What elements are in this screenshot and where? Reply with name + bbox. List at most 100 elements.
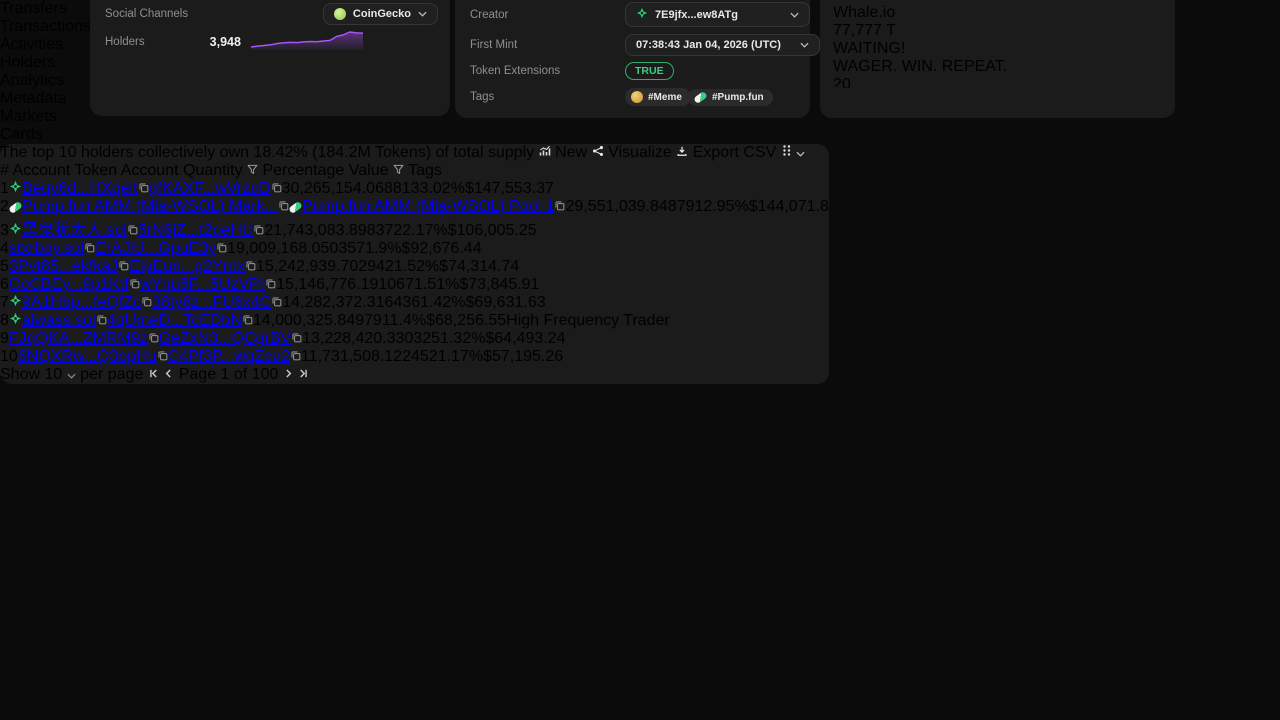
token-account-link[interactable]: Pump.fun AMM (Mia-WSOL) Pool 1 — [301, 198, 555, 215]
copy-icon[interactable] — [96, 312, 107, 329]
tab-markets[interactable]: Markets — [0, 108, 57, 125]
holders-panel: The top 10 holders collectively own 18.4… — [0, 144, 829, 384]
account-link[interactable]: Beqv6d...HXqeit — [21, 180, 138, 197]
token-account-link-cell: 38ty8z...FU6x4C — [152, 294, 282, 311]
holders-chart-icon[interactable] — [539, 144, 555, 161]
first-mint-value: 07:38:43 Jan 04, 2026 (UTC) — [636, 38, 781, 51]
copy-icon[interactable] — [141, 294, 152, 311]
holder-quantity: 15,242,939.702942 — [255, 258, 394, 275]
token-account-link[interactable]: wYnu5F...5UzVPr — [139, 276, 266, 293]
first-mint-select[interactable]: 07:38:43 Jan 04, 2026 (UTC) — [625, 33, 820, 56]
account-link[interactable]: CoCBEy...9p1Ktf — [8, 276, 129, 293]
copy-icon[interactable] — [118, 258, 129, 275]
copy-icon[interactable] — [129, 276, 140, 293]
banner-tagline: WAGER. WIN. REPEAT. — [833, 58, 1008, 75]
token-account-link[interactable]: GeZxN3...QCgrBV — [158, 330, 292, 347]
account-link[interactable]: 3Pvt85...ekfkaJ — [8, 258, 119, 275]
token-account-link-cell: gfKAXF...wVrzuD — [149, 180, 282, 197]
first-page-button[interactable] — [148, 366, 159, 383]
account-link[interactable]: stxrboy.sol — [8, 240, 85, 257]
copy-icon[interactable] — [245, 258, 256, 275]
copy-icon[interactable] — [148, 330, 159, 347]
token-account-link[interactable]: EipEun...g2Yrnx — [129, 258, 245, 275]
account-link[interactable]: 9A1Hbp...feQfZc — [21, 294, 142, 311]
table-row: 53Pvt85...ekfkaJ EipEun...g2Yrnx 15,242,93… — [0, 258, 829, 276]
account-link-cell: 3Pvt85...ekfkaJ — [9, 258, 129, 275]
tab-analytics[interactable]: Analytics — [0, 72, 65, 89]
copy-icon[interactable] — [84, 240, 95, 257]
holder-percentage: 1.32% — [440, 330, 486, 347]
copy-icon[interactable] — [278, 198, 289, 215]
holder-percentage: 1.42% — [420, 294, 466, 311]
account-link[interactable]: 黑鬼犹太人.sol — [21, 222, 127, 239]
tab-holders[interactable]: Holders — [0, 54, 56, 71]
grid-dots-icon — [783, 145, 790, 156]
whale-io-ad-banner[interactable]: Whale.io 77,777 T WAITING! WAGER. WIN. R… — [833, 4, 1080, 88]
copy-icon[interactable] — [271, 294, 282, 311]
token-account-link[interactable]: 4qUmeD...TcEDbN — [106, 312, 242, 329]
first-mint-label: First Mint — [470, 38, 518, 51]
page-info: Page 1 of 100 — [178, 366, 279, 383]
copy-icon[interactable] — [157, 348, 168, 365]
copy-icon[interactable] — [265, 276, 276, 293]
holder-rank: 6 — [0, 276, 9, 293]
tab-activities[interactable]: Activities — [0, 36, 64, 53]
filter-icon[interactable] — [393, 162, 404, 179]
holder-percentage: 1.17% — [437, 348, 484, 365]
copy-icon[interactable] — [253, 222, 264, 239]
copy-icon[interactable] — [271, 180, 282, 197]
token-account-link[interactable]: C4Pf3P...wqZcu2 — [167, 348, 290, 365]
table-row: 7 9A1Hbp...feQfZc 38ty8z...FU6x4C 14,282,37… — [0, 294, 829, 312]
holder-rank: 5 — [0, 258, 9, 275]
header-value: Value — [349, 162, 408, 179]
token-account-link[interactable]: 38ty8z...FU6x4C — [152, 294, 272, 311]
export-csv-button[interactable]: Export CSV — [676, 144, 781, 161]
tab-transactions[interactable]: Transactions — [0, 18, 91, 35]
social-channel-select[interactable]: CoinGecko — [322, 3, 438, 25]
creator-select[interactable]: 7E9jfx...ew8ATg — [625, 2, 810, 27]
copy-icon[interactable] — [242, 312, 253, 329]
account-link-cell: Beqv6d...HXqeit — [9, 180, 149, 197]
copy-icon[interactable] — [554, 198, 565, 215]
copy-icon[interactable] — [216, 240, 227, 257]
column-settings-button[interactable] — [781, 144, 805, 161]
holders-summary-text: The top 10 holders collectively own 18.4… — [0, 144, 535, 161]
account-link[interactable]: aiwass.sol — [21, 312, 96, 329]
token-account-link[interactable]: 5rN6jZ...t2oeHU — [137, 222, 254, 239]
holder-value: $57,195.26 — [483, 348, 564, 365]
holder-rank: 2 — [0, 198, 9, 215]
account-link-cell: 9A1Hbp...feQfZc — [9, 294, 152, 311]
header-tags: Tags — [408, 162, 442, 179]
prev-page-button[interactable] — [163, 366, 174, 383]
account-link[interactable]: 6NQXRw...Q3opHu — [17, 348, 157, 365]
tab-transfers[interactable]: Transfers — [0, 0, 67, 17]
copy-icon[interactable] — [127, 222, 138, 239]
show-label: Show — [0, 366, 41, 383]
page-size-select[interactable]: 10 — [44, 366, 80, 383]
header-quantity: Quantity — [183, 162, 263, 179]
holders-table-body: 1 Beqv6d...HXqeit gfKAXF...wVrzuD 30,265,15… — [0, 180, 829, 366]
table-header-row: # Account Token Account Quantity Percent… — [0, 162, 829, 180]
holder-rank: 10 — [0, 348, 18, 365]
filter-icon[interactable] — [247, 162, 258, 179]
tab-cards[interactable]: Cards — [0, 126, 43, 143]
token-extensions-label: Token Extensions — [470, 65, 561, 77]
token-account-link[interactable]: ErAJiU...GpuE3y — [95, 240, 217, 257]
last-page-button[interactable] — [298, 366, 309, 383]
copy-icon[interactable] — [138, 180, 149, 197]
header-token-account: Token Account — [74, 162, 179, 179]
holder-rank: 9 — [0, 330, 9, 347]
account-link[interactable]: Pump.fun AMM (Mia-WSOL) Mark... — [21, 198, 278, 215]
token-account-link-cell: 4qUmeD...TcEDbN — [107, 312, 253, 329]
token-account-link-cell: 5rN6jZ...t2oeHU — [138, 222, 265, 239]
tab-metadata[interactable]: Metadata — [0, 90, 67, 107]
dice-icon: 20 — [833, 76, 851, 88]
copy-icon[interactable] — [290, 348, 301, 365]
account-link[interactable]: FJqQKA...ZMRM9z — [8, 330, 148, 347]
token-account-link[interactable]: gfKAXF...wVrzuD — [148, 180, 271, 197]
visualize-button[interactable]: Visualize — [592, 144, 677, 161]
tag-meme[interactable]: #Meme — [625, 88, 691, 106]
next-page-button[interactable] — [283, 366, 294, 383]
copy-icon[interactable] — [291, 330, 302, 347]
tag-pumpfun[interactable]: #Pump.fun — [688, 88, 773, 106]
